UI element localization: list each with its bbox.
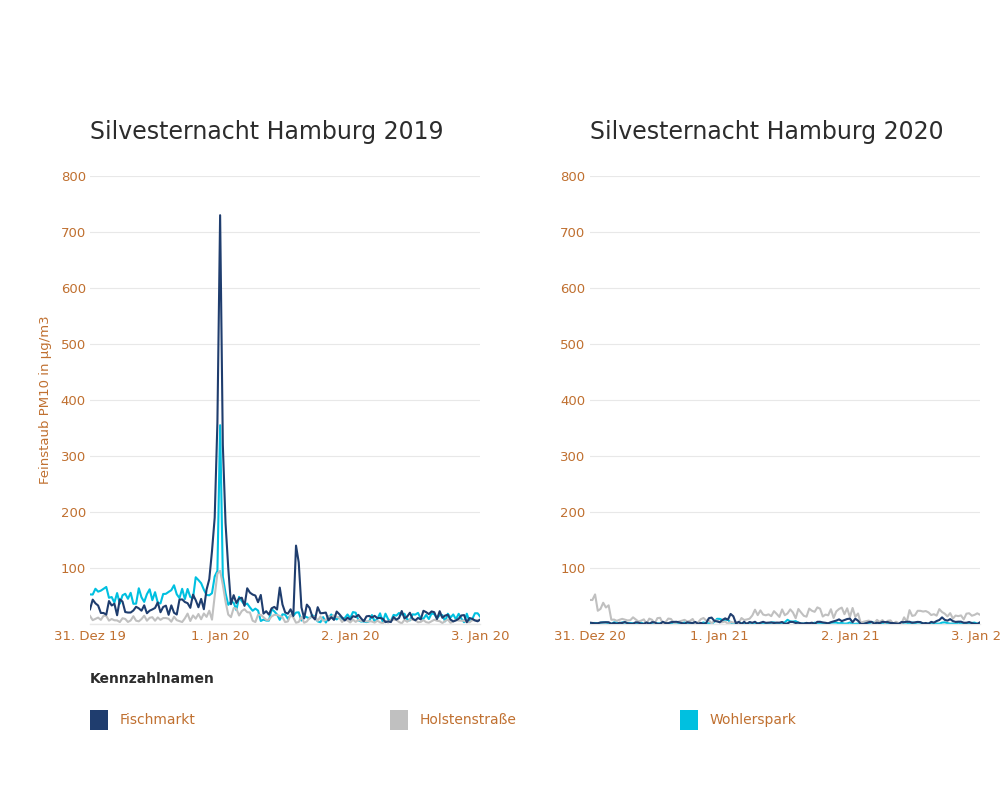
Text: Silvesternacht Hamburg 2019: Silvesternacht Hamburg 2019 xyxy=(90,120,444,144)
Text: Kennzahlnamen: Kennzahlnamen xyxy=(90,672,215,686)
Y-axis label: Feinstaub PM10 in µg/m3: Feinstaub PM10 in µg/m3 xyxy=(39,316,52,484)
Text: Fischmarkt: Fischmarkt xyxy=(120,713,196,727)
Text: Silvesternacht Hamburg 2020: Silvesternacht Hamburg 2020 xyxy=(590,120,943,144)
Text: Wohlerspark: Wohlerspark xyxy=(710,713,797,727)
Text: Holstenstraße: Holstenstraße xyxy=(420,713,517,727)
